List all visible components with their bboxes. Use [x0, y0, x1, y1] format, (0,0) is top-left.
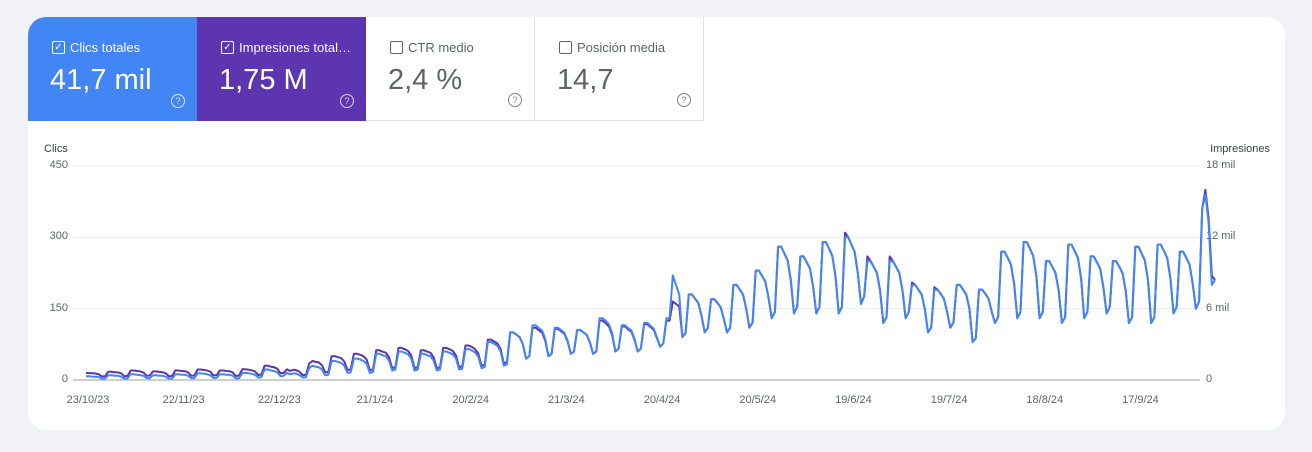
help-icon[interactable]: ? [508, 93, 522, 107]
x-tick-label: 19/6/24 [835, 394, 872, 406]
x-tick-label: 18/8/24 [1026, 394, 1064, 406]
tab-total-impressions[interactable]: ✓ Impresiones total… 1,75 M ? [197, 17, 366, 121]
x-tick-label: 23/10/23 [66, 394, 110, 406]
performance-card: ✓ Clics totales 41,7 mil ? ✓ Impresiones t… [28, 17, 1285, 430]
right-tick: 18 mil [1206, 159, 1236, 171]
left-tick: 450 [49, 159, 68, 171]
metric-tabs: ✓ Clics totales 41,7 mil ? ✓ Impresiones t… [28, 17, 704, 121]
x-tick-label: 20/2/24 [452, 394, 490, 406]
tab-label: CTR medio [408, 40, 474, 55]
help-icon[interactable]: ? [340, 94, 354, 108]
right-tick: 0 [1206, 373, 1213, 385]
tab-value: 14,7 [557, 64, 614, 96]
x-tick-label: 22/12/23 [257, 394, 301, 406]
x-tick-label: 19/7/24 [930, 394, 968, 406]
x-tick-label: 22/11/23 [162, 394, 205, 406]
checkbox-checked-icon[interactable]: ✓ [221, 41, 234, 54]
left-axis-title: Clics [44, 143, 68, 155]
x-tick-label: 21/3/24 [548, 394, 585, 406]
tab-value: 1,75 M [219, 64, 308, 96]
left-tick: 150 [49, 302, 68, 314]
right-tick: 12 mil [1206, 230, 1236, 242]
performance-chart [73, 165, 1216, 381]
help-icon[interactable]: ? [171, 94, 185, 108]
tab-total-clicks[interactable]: ✓ Clics totales 41,7 mil ? [28, 17, 197, 121]
tab-average-ctr[interactable]: CTR medio 2,4 % ? [366, 17, 535, 121]
left-tick: 0 [61, 373, 68, 385]
tab-average-position[interactable]: Posición media 14,7 ? [535, 17, 704, 121]
series-line-clics [86, 193, 1216, 380]
tab-value: 2,4 % [388, 64, 463, 96]
checkbox-unchecked-icon[interactable] [390, 41, 403, 54]
x-tick-label: 20/5/24 [739, 394, 777, 406]
tab-label: Clics totales [70, 40, 141, 55]
help-icon[interactable]: ? [677, 93, 691, 107]
tab-label: Posición media [577, 40, 666, 55]
x-tick-label: 17/9/24 [1122, 394, 1159, 406]
series-line-impresiones [85, 188, 1216, 378]
tab-value: 41,7 mil [50, 64, 152, 96]
right-tick: 6 mil [1206, 302, 1230, 314]
right-axis-title: Impresiones [1210, 143, 1270, 155]
checkbox-checked-icon[interactable]: ✓ [52, 41, 65, 54]
tab-label: Impresiones total… [239, 40, 351, 55]
x-tick-label: 21/1/24 [356, 394, 394, 406]
x-tick-label: 20/4/24 [643, 394, 681, 406]
left-tick: 300 [49, 230, 68, 242]
checkbox-unchecked-icon[interactable] [559, 41, 572, 54]
